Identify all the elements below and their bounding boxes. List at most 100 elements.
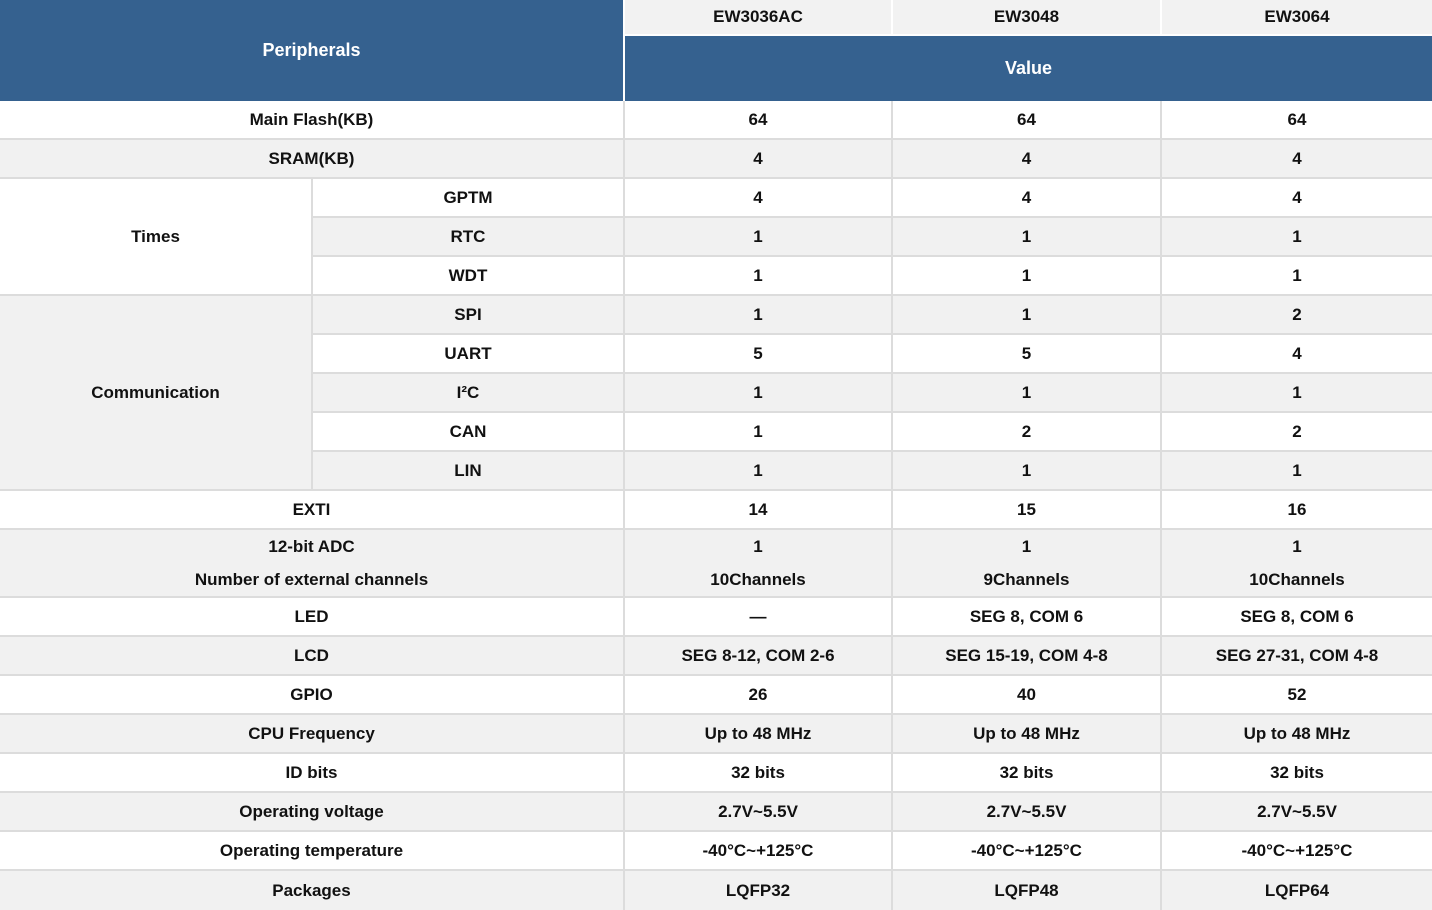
value-cell: -40°C~+125°C: [1162, 832, 1432, 872]
value-cell: 1: [1162, 452, 1432, 491]
row-label-lin: LIN: [313, 452, 625, 491]
value-cell: 4: [625, 140, 893, 179]
group-label-communication: Communication: [0, 296, 313, 491]
group-label-times: Times: [0, 179, 313, 296]
value-cell: LQFP32: [625, 871, 893, 910]
value-cell: 32 bits: [893, 754, 1162, 794]
row-label-i2c: I²C: [313, 374, 625, 413]
value-cell: 1: [893, 374, 1162, 413]
value-cell: Up to 48 MHz: [625, 715, 893, 755]
header-row-value: Value: [0, 36, 1432, 101]
value-cell: 1: [1162, 218, 1432, 257]
row-label-spi: SPI: [313, 296, 625, 335]
value-cell: SEG 27-31, COM 4-8: [1162, 637, 1432, 677]
table-row-operating-temperature: Operating temperature -40°C~+125°C -40°C…: [0, 832, 1432, 872]
value-cell: 2.7V~5.5V: [625, 793, 893, 833]
model-header-ew3064: EW3064: [1162, 0, 1432, 36]
table-row-adc: 12-bit ADC Number of external channels 1…: [0, 530, 1432, 599]
value-cell: 2.7V~5.5V: [893, 793, 1162, 833]
row-label-exti: EXTI: [0, 491, 625, 530]
row-label-cpu-frequency: CPU Frequency: [0, 715, 625, 755]
value-cell: SEG 8-12, COM 2-6: [625, 637, 893, 677]
model-header-ew3048: EW3048: [893, 0, 1162, 36]
value-cell: 2: [1162, 296, 1432, 335]
table-row-uart: UART 5 5 4: [0, 335, 1432, 374]
value-cell: 1: [625, 452, 893, 491]
value-cell: 4: [1162, 140, 1432, 179]
row-label-operating-voltage: Operating voltage: [0, 793, 625, 833]
value-cell: 1: [893, 452, 1162, 491]
value-cell: 64: [625, 101, 893, 140]
value-cell: -40°C~+125°C: [893, 832, 1162, 872]
value-cell: 4: [1162, 179, 1432, 218]
value-cell: LQFP48: [893, 871, 1162, 910]
value-cell: 1: [625, 218, 893, 257]
value-cell: 15: [893, 491, 1162, 530]
value-cell: 4: [625, 179, 893, 218]
value-cell: 40: [893, 676, 1162, 716]
value-cell: 1: [893, 296, 1162, 335]
value-cell: 1: [1162, 374, 1432, 413]
value-cell: 32 bits: [1162, 754, 1432, 794]
value-cell: 16: [1162, 491, 1432, 530]
value-cell: 4: [1162, 335, 1432, 374]
table-row-gptm: Times GPTM 4 4 4: [0, 179, 1432, 296]
value-cell: 14: [625, 491, 893, 530]
value-cell: 1: [893, 218, 1162, 257]
value-cell: -40°C~+125°C: [625, 832, 893, 872]
value-cell: SEG 8, COM 6: [1162, 598, 1432, 638]
value-cell: SEG 15-19, COM 4-8: [893, 637, 1162, 677]
row-label-can: CAN: [313, 413, 625, 452]
row-label-sram: SRAM(KB): [0, 140, 625, 179]
value-cell: Up to 48 MHz: [1162, 715, 1432, 755]
row-label-adc: 12-bit ADC Number of external channels: [0, 530, 625, 599]
value-header: Value: [625, 36, 1432, 101]
value-cell: 1 10Channels: [1162, 530, 1432, 599]
value-cell: 1: [893, 257, 1162, 296]
value-cell: 5: [893, 335, 1162, 374]
value-cell: 2: [1162, 413, 1432, 452]
value-cell: 5: [625, 335, 893, 374]
value-cell: 52: [1162, 676, 1432, 716]
table-row-packages: Packages LQFP32 LQFP48 LQFP64: [0, 871, 1432, 910]
peripherals-header: Peripherals: [0, 0, 625, 101]
value-cell: 2: [893, 413, 1162, 452]
value-cell: 1: [625, 296, 893, 335]
value-cell: Up to 48 MHz: [893, 715, 1162, 755]
header-row-models: Peripherals EW3036AC EW3048 EW3064: [0, 0, 1432, 101]
row-label-rtc: RTC: [313, 218, 625, 257]
value-cell: 4: [893, 179, 1162, 218]
table-row-exti: EXTI 14 15 16: [0, 491, 1432, 530]
table-row-led: LED — SEG 8, COM 6 SEG 8, COM 6: [0, 598, 1432, 638]
row-label-uart: UART: [313, 335, 625, 374]
value-cell: 64: [893, 101, 1162, 140]
table-row-lin: LIN 1 1 1: [0, 452, 1432, 491]
value-cell: 1 10Channels: [625, 530, 893, 599]
value-cell: 26: [625, 676, 893, 716]
table-row-rtc: RTC 1 1 1: [0, 218, 1432, 257]
value-cell: —: [625, 598, 893, 638]
table-row-main-flash: Main Flash(KB) 64 64 64: [0, 101, 1432, 140]
table-row-lcd: LCD SEG 8-12, COM 2-6 SEG 15-19, COM 4-8…: [0, 637, 1432, 677]
value-cell: 4: [893, 140, 1162, 179]
value-cell: 2.7V~5.5V: [1162, 793, 1432, 833]
table-row-spi: Communication SPI 1 1 2: [0, 296, 1432, 491]
value-cell: 1: [625, 374, 893, 413]
table-row-operating-voltage: Operating voltage 2.7V~5.5V 2.7V~5.5V 2.…: [0, 793, 1432, 833]
row-label-lcd: LCD: [0, 637, 625, 677]
row-label-led: LED: [0, 598, 625, 638]
value-cell: 1: [1162, 257, 1432, 296]
value-cell: 1: [625, 413, 893, 452]
value-cell: 32 bits: [625, 754, 893, 794]
table-row-gpio: GPIO 26 40 52: [0, 676, 1432, 716]
row-label-operating-temperature: Operating temperature: [0, 832, 625, 872]
table-row-sram: SRAM(KB) 4 4 4: [0, 140, 1432, 179]
table-row-wdt: WDT 1 1 1: [0, 257, 1432, 296]
row-label-id-bits: ID bits: [0, 754, 625, 794]
row-label-packages: Packages: [0, 871, 625, 910]
row-label-gptm: GPTM: [313, 179, 625, 218]
value-cell: LQFP64: [1162, 871, 1432, 910]
value-cell: 1 9Channels: [893, 530, 1162, 599]
table-row-id-bits: ID bits 32 bits 32 bits 32 bits: [0, 754, 1432, 794]
